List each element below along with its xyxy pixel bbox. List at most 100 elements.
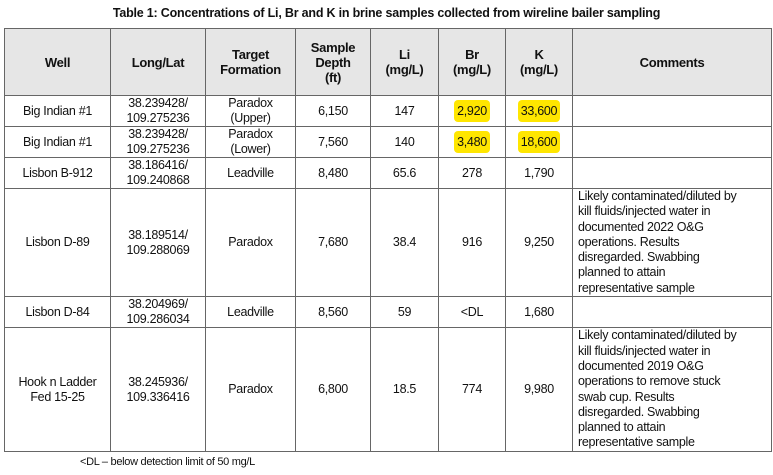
formation-line: Leadville [227,165,274,180]
cell-k: 1,680 [505,296,573,329]
depth-value: 8,480 [318,165,348,180]
coords-line: 109.336416 [126,389,190,404]
br-value: <DL [460,304,484,319]
cell-formation: Leadville [205,296,296,329]
cell-depth: 8,560 [295,296,371,329]
header-text: Target [232,47,269,62]
k-value: 9,980 [524,382,554,397]
cell-br: 2,920 [438,95,506,127]
cell-well: Big Indian #1 [4,95,111,127]
column-header-k: K (mg/L) [505,28,573,96]
cell-depth: 7,680 [295,187,371,298]
cell-comments [572,157,772,189]
cell-well: Hook n Ladder Fed 15-25 [4,327,111,453]
cell-li: 38.4 [370,187,439,298]
table-title: Table 1: Concentrations of Li, Br and K … [112,6,661,20]
li-value: 59 [397,304,412,319]
li-value: 140 [394,134,415,149]
k-value: 9,250 [524,235,554,250]
cell-k: 33,600 [505,95,573,127]
header-text: Li [399,47,410,62]
cell-well: Lisbon B-912 [4,157,111,189]
cell-comments [572,296,772,329]
coords-line: 109.286034 [126,312,190,327]
cell-comments: Likely contaminated/diluted by kill fluid… [572,187,772,298]
cell-br: 3,480 [438,126,506,158]
cell-li: 18.5 [370,327,439,453]
cell-br: 774 [438,327,506,453]
cell-k: 9,250 [505,187,573,298]
highlighted-value: 33,600 [517,99,561,122]
formation-line: Paradox [228,382,273,397]
cell-formation: Paradox (Upper) [205,95,296,127]
header-text: (ft) [324,69,342,85]
depth-value: 8,560 [318,304,348,319]
cell-li: 59 [370,296,439,329]
formation-line: (Lower) [230,142,271,156]
comments-line: documented 2022 O&G [578,219,704,234]
depth-value: 6,800 [318,382,348,397]
comments-line: planned to attain [578,265,666,280]
cell-formation: Paradox [205,327,296,453]
cell-well: Big Indian #1 [4,126,111,158]
header-text: Formation [220,62,281,77]
depth-value: 6,150 [318,103,348,118]
table-row: Big Indian #1 38.239428/109.275236 Paradox… [4,126,772,158]
header-text: Br [465,47,479,62]
comments-line: operations. Results [578,234,680,249]
cell-depth: 6,150 [295,95,371,127]
coords-line: 109.275236 [126,142,190,156]
li-value: 38.4 [392,235,417,250]
header-text: K [534,47,544,62]
li-value: 147 [394,103,415,118]
comments-line: operations to remove stuck [578,374,721,389]
well-line: Big Indian #1 [22,134,93,149]
table-row: Lisbon D-84 38.204969/109.286034 Leadville… [4,296,772,329]
header-row: Well Long/Lat Target Formation Sample Depth (f… [4,28,772,96]
table-row: Lisbon B-912 38.186416/109.240868 Leadvill… [4,157,772,189]
cell-depth: 7,560 [295,126,371,158]
cell-br: 278 [438,157,506,189]
depth-value: 7,680 [318,235,348,250]
comments-line: Likely contaminated/diluted by [578,189,737,203]
cell-coords: 38.239428/109.275236 [110,126,206,158]
br-value: 774 [462,382,482,397]
table-row: Big Indian #1 38.239428/109.275236 Paradox… [4,95,772,127]
header-text: Long/Lat [131,54,185,70]
formation-line: Paradox [228,127,273,141]
comments-line: disregarded. Swabbing [578,250,700,265]
well-line: Lisbon D-89 [25,235,90,250]
cell-coords: 38.189514/109.288069 [110,187,206,298]
column-header-target-formation: Target Formation [205,28,296,96]
formation-line: Paradox [228,96,273,110]
cell-depth: 8,480 [295,157,371,189]
comments-line: swab cup. Results [578,389,675,404]
li-value: 18.5 [392,382,417,397]
k-value: 1,790 [524,165,554,180]
cell-li: 65.6 [370,157,439,189]
cell-depth: 6,800 [295,327,371,453]
well-line: Lisbon D-84 [25,304,90,319]
formation-line: (Upper) [230,111,271,125]
header-text: Comments [639,54,705,70]
well-line: Big Indian #1 [22,103,93,118]
cell-comments [572,95,772,127]
comments-line: Likely contaminated/diluted by [578,328,737,343]
coords-line: 38.245936/ [128,374,188,389]
coords-line: 109.275236 [126,111,190,125]
highlighted-value: 2,920 [454,99,490,122]
cell-br: <DL [438,296,506,329]
column-header-br: Br (mg/L) [438,28,506,96]
concentrations-table: Well Long/Lat Target Formation Sample Depth (f… [4,28,772,453]
cell-coords: 38.239428/109.275236 [110,95,206,127]
cell-formation: Paradox (Lower) [205,126,296,158]
column-header-well: Well [4,28,111,96]
comments-line: disregarded. Swabbing [578,404,700,419]
coords-line: 109.240868 [126,173,190,187]
li-value: 65.6 [392,165,417,180]
cell-li: 147 [370,95,439,127]
table-row: Hook n Ladder Fed 15-25 38.245936/109.3364… [4,327,772,453]
well-line: Fed 15-25 [30,389,85,404]
cell-formation: Leadville [205,157,296,189]
cell-k: 9,980 [505,327,573,453]
